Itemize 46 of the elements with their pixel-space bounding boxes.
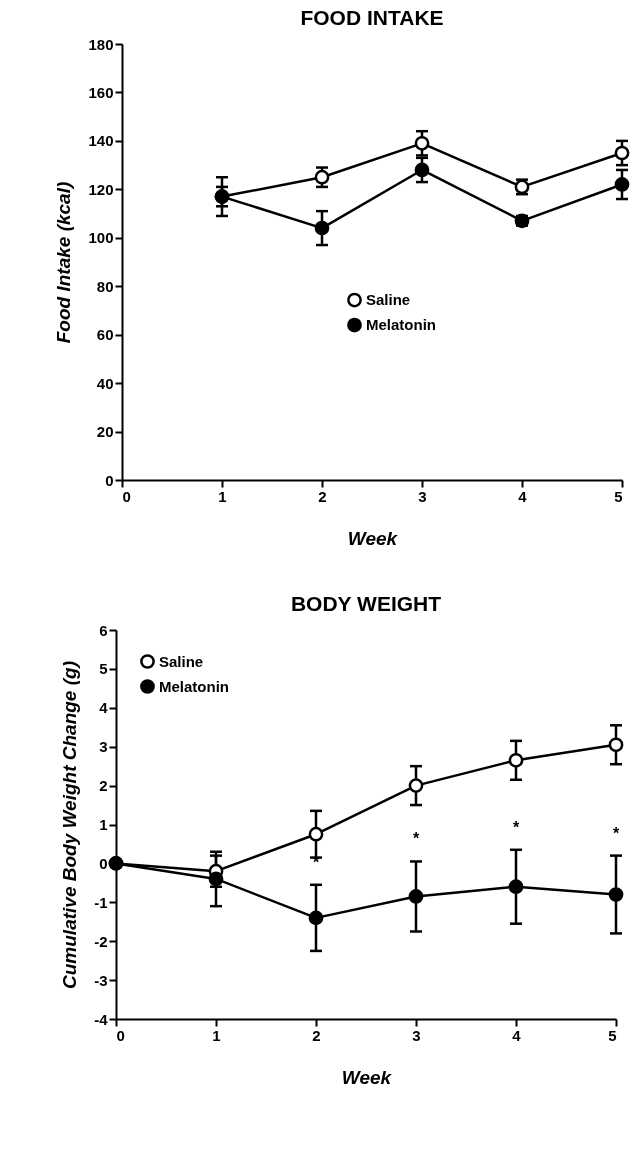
x-tick-label: 3 (418, 487, 427, 505)
x-tick-label: 4 (512, 1026, 522, 1044)
annotation: * (512, 818, 520, 836)
x-tick-label: 2 (312, 1026, 321, 1044)
x-tick-label: 5 (614, 487, 623, 505)
y-tick-label: 1 (99, 816, 108, 833)
y-tick-label: 2 (99, 777, 108, 795)
y-tick-label: 5 (99, 660, 108, 678)
y-axis-title: Cumulative Body Weight Change (g) (59, 661, 81, 989)
y-tick-label: 3 (99, 738, 108, 756)
x-tick-label: 3 (412, 1026, 421, 1044)
x-axis-title: Week (341, 1066, 393, 1088)
y-tick-label: 120 (88, 180, 114, 198)
y-axis-title: Food Intake (kcal) (53, 181, 75, 344)
y-tick-label: -2 (94, 932, 108, 950)
y-tick-label: 180 (88, 35, 114, 53)
legend-label: Saline (159, 652, 204, 670)
y-tick-label: 80 (96, 277, 114, 295)
x-tick-label: 4 (518, 487, 528, 505)
x-tick-label: 1 (212, 1026, 221, 1044)
x-tick-label: 0 (116, 1026, 125, 1044)
annotation: * (412, 830, 420, 848)
y-tick-label: 20 (96, 423, 114, 441)
y-tick-label: 4 (99, 699, 109, 717)
y-tick-label: 60 (96, 326, 114, 344)
chart-title: FOOD INTAKE (300, 6, 444, 29)
y-tick-label: -1 (94, 893, 108, 911)
legend-label: Melatonin (159, 677, 229, 695)
y-tick-label: 140 (88, 132, 114, 150)
y-tick-label: 100 (88, 229, 114, 247)
y-tick-label: -4 (94, 1010, 109, 1028)
legend-label: Saline (366, 291, 411, 309)
y-tick-label: 160 (88, 83, 114, 101)
x-tick-label: 5 (608, 1026, 617, 1044)
x-axis-title: Week (347, 527, 399, 549)
y-tick-label: -3 (94, 971, 108, 989)
x-tick-label: 0 (122, 487, 131, 505)
y-tick-label: 40 (96, 374, 114, 392)
x-tick-label: 1 (218, 487, 227, 505)
legend-label: Melatonin (366, 316, 436, 334)
y-tick-label: 0 (105, 471, 114, 489)
annotation: * (612, 824, 620, 842)
y-tick-label: 6 (99, 621, 108, 639)
chart-title: BODY WEIGHT (290, 592, 442, 615)
y-tick-label: 0 (99, 854, 108, 872)
x-tick-label: 2 (318, 487, 327, 505)
